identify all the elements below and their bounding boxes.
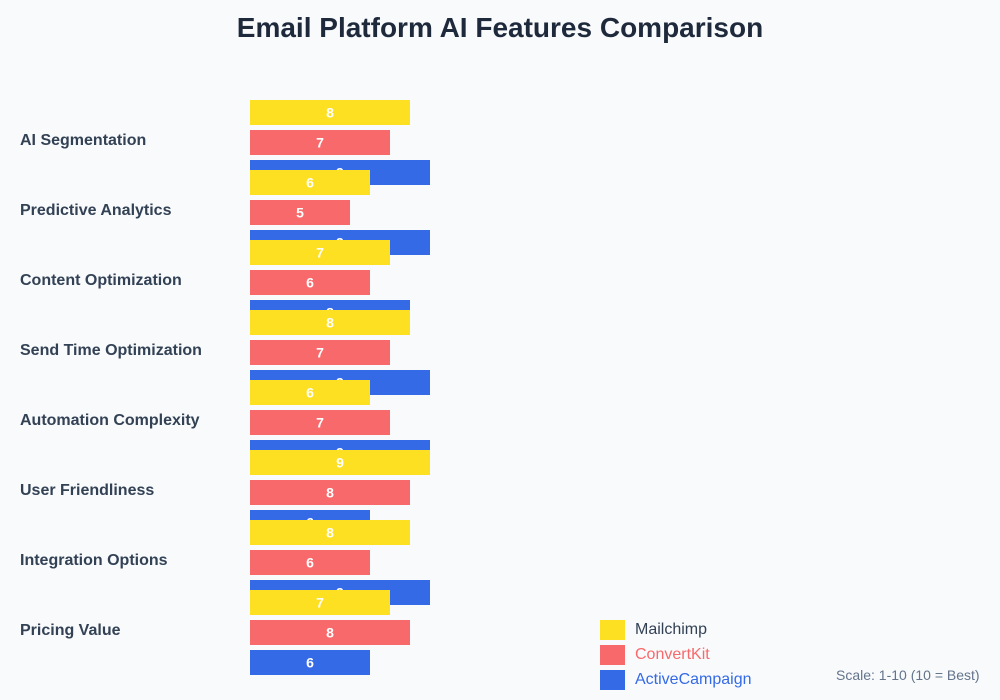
bar-rect-mailchimp-pricing-value	[250, 590, 390, 615]
bar-convertkit-automation-complexity: 7	[250, 410, 390, 435]
bar-rect-mailchimp-ai-segmentation	[250, 100, 410, 125]
category-label-integration-options: Integration Options	[20, 552, 168, 569]
bar-rect-convertkit-automation-complexity	[250, 410, 390, 435]
category-label-send-time-optimization: Send Time Optimization	[20, 342, 202, 359]
bar-convertkit-content-optimization: 6	[250, 270, 370, 295]
bar-value-convertkit-user-friendliness: 8	[326, 485, 334, 501]
bar-convertkit-send-time-optimization: 7	[250, 340, 390, 365]
legend-swatch-convertkit	[600, 645, 625, 665]
bar-value-mailchimp-pricing-value: 7	[316, 595, 324, 611]
chart-title: Email Platform AI Features Comparison	[236, 12, 764, 43]
legend-label-mailchimp: Mailchimp	[635, 621, 708, 638]
bar-rect-convertkit-pricing-value	[250, 620, 410, 645]
category-label-user-friendliness: User Friendliness	[20, 482, 154, 499]
bar-mailchimp-automation-complexity: 6	[250, 380, 370, 405]
bar-rect-mailchimp-integration-options	[250, 520, 410, 545]
bar-rect-activecampaign-pricing-value	[250, 650, 370, 675]
legend-label-convertkit: ConvertKit	[635, 646, 710, 663]
category-label-predictive-analytics: Predictive Analytics	[20, 202, 172, 219]
bar-convertkit-integration-options: 6	[250, 550, 370, 575]
bar-rect-convertkit-user-friendliness	[250, 480, 410, 505]
bar-mailchimp-integration-options: 8	[250, 520, 410, 545]
bar-rect-convertkit-integration-options	[250, 550, 370, 575]
bar-value-mailchimp-send-time-optimization: 8	[326, 315, 334, 331]
bar-value-convertkit-predictive-analytics: 5	[296, 205, 304, 221]
bar-convertkit-user-friendliness: 8	[250, 480, 410, 505]
bar-rect-mailchimp-user-friendliness	[250, 450, 430, 475]
category-label-content-optimization: Content Optimization	[20, 272, 182, 289]
bar-value-activecampaign-pricing-value: 6	[306, 655, 314, 671]
bar-mailchimp-pricing-value: 7	[250, 590, 390, 615]
legend: Mailchimp ConvertKit ActiveCampaign	[600, 620, 752, 695]
bar-rect-convertkit-ai-segmentation	[250, 130, 390, 155]
bar-mailchimp-content-optimization: 7	[250, 240, 390, 265]
bar-rect-mailchimp-send-time-optimization	[250, 310, 410, 335]
bar-rect-convertkit-send-time-optimization	[250, 340, 390, 365]
category-label-pricing-value: Pricing Value	[20, 622, 121, 639]
bar-value-mailchimp-predictive-analytics: 6	[306, 175, 314, 191]
bar-rect-convertkit-content-optimization	[250, 270, 370, 295]
bar-value-mailchimp-ai-segmentation: 8	[326, 105, 334, 121]
scale-note: Scale: 1-10 (10 = Best)	[836, 667, 980, 683]
legend-swatch-activecampaign	[600, 670, 625, 690]
bar-mailchimp-send-time-optimization: 8	[250, 310, 410, 335]
bar-value-convertkit-ai-segmentation: 7	[316, 135, 324, 151]
bar-rect-mailchimp-content-optimization	[250, 240, 390, 265]
bar-value-convertkit-content-optimization: 6	[306, 275, 314, 291]
bar-convertkit-pricing-value: 8	[250, 620, 410, 645]
bar-rect-mailchimp-automation-complexity	[250, 380, 370, 405]
bar-activecampaign-pricing-value: 6	[250, 650, 370, 675]
legend-label-activecampaign: ActiveCampaign	[635, 671, 752, 688]
bar-rect-convertkit-predictive-analytics	[250, 200, 350, 225]
bar-value-convertkit-integration-options: 6	[306, 555, 314, 571]
bar-mailchimp-user-friendliness: 9	[250, 450, 430, 475]
bar-value-mailchimp-integration-options: 8	[326, 525, 334, 541]
legend-item-convertkit: ConvertKit	[600, 645, 752, 665]
bar-convertkit-ai-segmentation: 7	[250, 130, 390, 155]
legend-swatch-mailchimp	[600, 620, 625, 640]
category-label-automation-complexity: Automation Complexity	[20, 412, 200, 429]
legend-item-activecampaign: ActiveCampaign	[600, 670, 752, 690]
bar-value-convertkit-pricing-value: 8	[326, 625, 334, 641]
bar-mailchimp-predictive-analytics: 6	[250, 170, 370, 195]
bar-value-convertkit-send-time-optimization: 7	[316, 345, 324, 361]
bar-value-convertkit-automation-complexity: 7	[316, 415, 324, 431]
category-label-ai-segmentation: AI Segmentation	[20, 132, 146, 149]
bar-value-mailchimp-user-friendliness: 9	[336, 455, 344, 471]
bar-mailchimp-ai-segmentation: 8	[250, 100, 410, 125]
bar-rect-mailchimp-predictive-analytics	[250, 170, 370, 195]
bar-value-mailchimp-automation-complexity: 6	[306, 385, 314, 401]
bar-value-mailchimp-content-optimization: 7	[316, 245, 324, 261]
legend-item-mailchimp: Mailchimp	[600, 620, 752, 640]
bar-convertkit-predictive-analytics: 5	[250, 200, 350, 225]
